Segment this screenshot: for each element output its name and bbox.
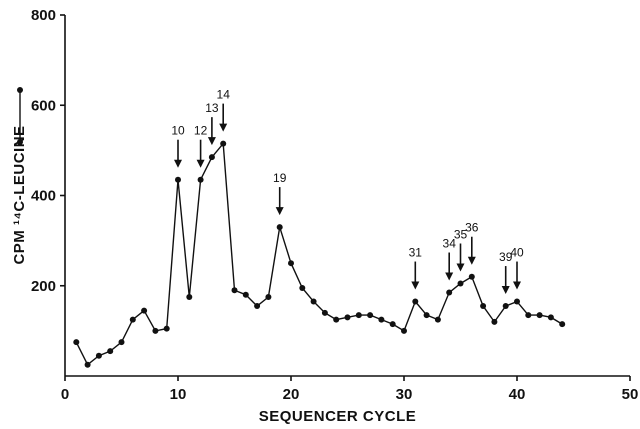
- data-point: [502, 303, 509, 310]
- series-line: [75, 141, 563, 366]
- data-point: [107, 348, 114, 355]
- data-point: [434, 316, 441, 323]
- data-point: [310, 298, 317, 305]
- data-point: [401, 327, 407, 334]
- annotation-label: 19: [273, 171, 287, 185]
- data-point: [141, 307, 148, 314]
- data-point: [344, 314, 351, 321]
- data-point: [514, 298, 520, 305]
- data-point: [547, 314, 554, 321]
- data-point: [559, 321, 566, 328]
- annotation-label: 40: [510, 246, 524, 260]
- data-point: [129, 316, 136, 323]
- legend-dot: [17, 87, 23, 93]
- annotation-label: 13: [205, 101, 219, 115]
- annotation-arrowhead: [513, 281, 521, 290]
- data-point: [355, 312, 362, 319]
- data-point: [276, 224, 283, 231]
- data-point: [412, 298, 419, 305]
- y-tick-label: 600: [31, 97, 56, 114]
- data-point: [480, 303, 487, 310]
- data-point: [299, 285, 306, 292]
- data-point: [423, 312, 430, 319]
- axes: [60, 14, 631, 381]
- data-point: [378, 316, 385, 323]
- y-axis-title: CPM ¹⁴C-LEUCINE: [11, 125, 28, 264]
- x-axis-title: SEQUENCER CYCLE: [259, 408, 417, 425]
- data-point: [367, 312, 374, 319]
- series: [73, 140, 566, 368]
- data-point: [457, 280, 464, 287]
- data-point: [118, 339, 125, 346]
- x-tick-label: 10: [170, 386, 187, 403]
- data-point: [220, 140, 227, 147]
- data-point: [525, 312, 532, 319]
- annotation-arrowhead: [411, 281, 420, 290]
- data-point: [95, 352, 102, 359]
- annotation-arrowhead: [219, 123, 228, 132]
- annotation-arrowhead: [467, 256, 476, 265]
- annotation-arrowhead: [501, 286, 510, 295]
- data-point: [208, 154, 215, 161]
- data-point: [84, 361, 91, 368]
- annotation-arrowhead: [445, 272, 454, 281]
- annotation-label: 34: [443, 237, 457, 251]
- data-point: [536, 312, 543, 319]
- data-point: [265, 294, 272, 301]
- x-tick-label: 0: [61, 386, 69, 403]
- annotation-label: 12: [194, 124, 208, 138]
- annotation-arrowhead: [174, 159, 182, 168]
- annotation-label: 10: [171, 124, 185, 138]
- data-point: [175, 176, 181, 183]
- data-point: [186, 294, 193, 301]
- data-point: [446, 289, 453, 296]
- data-point: [242, 291, 249, 298]
- data-point: [468, 273, 475, 280]
- data-point: [389, 321, 396, 328]
- data-point: [197, 176, 204, 183]
- y-tick-label: 400: [31, 188, 56, 205]
- legend-dot: [17, 139, 23, 145]
- x-tick-label: 40: [509, 386, 526, 403]
- data-point: [73, 339, 80, 346]
- data-point: [231, 287, 238, 294]
- annotation-label: 36: [465, 221, 479, 235]
- x-tick-label: 30: [396, 386, 413, 403]
- annotation-arrowhead: [207, 137, 216, 146]
- y-tick-label: 800: [31, 7, 56, 24]
- annotation-label: 31: [409, 246, 423, 260]
- legend-marker: [17, 87, 23, 145]
- data-point: [288, 260, 294, 267]
- annotation-label: 14: [217, 88, 231, 102]
- data-point: [491, 318, 498, 325]
- data-point: [333, 316, 340, 323]
- x-tick-label: 50: [622, 386, 639, 403]
- y-tick-label: 200: [31, 278, 56, 295]
- annotation-arrowhead: [456, 263, 465, 272]
- tick-labels: 0 10 20 30 40 50 200 400 600 800: [31, 7, 638, 403]
- annotation-arrowhead: [275, 207, 284, 216]
- data-point: [152, 327, 159, 334]
- data-point: [254, 303, 261, 310]
- data-point: [321, 309, 328, 316]
- annotation-label: 39: [499, 250, 513, 264]
- annotation-label: 35: [454, 227, 468, 241]
- annotation-arrowhead: [196, 159, 205, 168]
- data-point: [163, 325, 170, 332]
- x-tick-label: 20: [283, 386, 300, 403]
